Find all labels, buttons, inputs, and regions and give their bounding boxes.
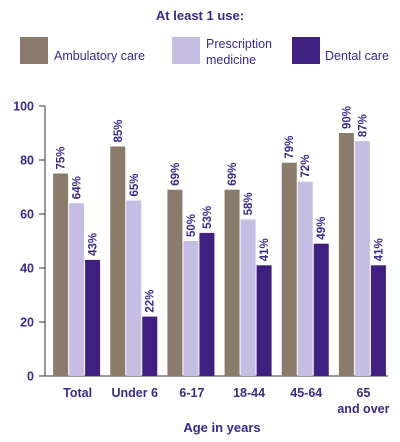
bar-3-1 (85, 259, 101, 376)
data-label-1-4: 69% (227, 163, 239, 186)
data-label-1-5: 79% (284, 136, 296, 159)
data-label-2-2: 65% (129, 173, 141, 196)
bar-2-4 (240, 219, 256, 376)
bar-3-3 (199, 232, 215, 376)
legend-swatch-3 (292, 37, 320, 64)
data-label-2-6: 87% (357, 114, 369, 137)
data-label-1-6: 90% (341, 106, 353, 129)
data-label-3-4: 41% (259, 238, 271, 261)
legend-label-2-line-1: Prescription (206, 37, 272, 51)
legend-label-1: Ambulatory care (54, 49, 145, 63)
bar-1-3 (167, 189, 183, 376)
bar-1-2 (110, 146, 126, 376)
data-label-2-1: 64% (72, 176, 84, 199)
data-label-1-1: 75% (56, 146, 68, 169)
data-label-2-3: 50% (186, 214, 198, 237)
legend-swatch-1 (20, 37, 48, 64)
bar-2-3 (183, 241, 199, 376)
bar-3-4 (256, 265, 272, 376)
bar-2-1 (69, 203, 85, 376)
x-tick-label-4: 18-44 (233, 386, 265, 400)
bar-1-1 (53, 173, 69, 376)
bar-3-2 (142, 316, 158, 376)
bar-2-2 (126, 200, 142, 376)
y-tick-label-0: 0 (27, 370, 34, 384)
x-tick-label-6-line-1: 65 (356, 386, 370, 400)
bar-1-4 (224, 189, 240, 376)
data-label-1-2: 85% (113, 119, 125, 142)
x-axis-title: Age in years (183, 420, 260, 435)
bar-1-5 (281, 162, 297, 376)
data-label-3-2: 22% (145, 290, 157, 313)
data-label-2-4: 58% (243, 192, 255, 215)
legend-title: At least 1 use: (156, 8, 244, 23)
data-label-3-6: 41% (373, 238, 385, 261)
x-tick-label-6-line-2: and over (337, 402, 389, 416)
y-tick-label-60: 60 (20, 208, 34, 222)
bar-1-6 (338, 133, 354, 376)
bar-3-5 (313, 243, 329, 376)
y-tick-label-20: 20 (20, 316, 34, 330)
bar-3-6 (370, 265, 386, 376)
data-label-3-5: 49% (316, 217, 328, 240)
bar-2-6 (354, 141, 370, 376)
legend-swatch-2 (172, 37, 200, 64)
data-label-1-3: 69% (170, 163, 182, 186)
y-tick-label-40: 40 (20, 262, 34, 276)
x-tick-label-1: Total (63, 386, 92, 400)
legend-label-2-line-2: medicine (206, 53, 256, 67)
y-tick-label-80: 80 (20, 154, 34, 168)
x-tick-label-5: 45-64 (290, 386, 322, 400)
y-tick-label-100: 100 (13, 100, 34, 114)
bar-2-5 (297, 181, 313, 376)
x-tick-label-3: 6-17 (179, 386, 204, 400)
data-label-3-1: 43% (88, 233, 100, 256)
data-label-3-3: 53% (202, 206, 214, 229)
legend-label-3: Dental care (325, 49, 389, 63)
data-label-2-5: 72% (300, 155, 312, 178)
x-tick-label-2: Under 6 (111, 386, 158, 400)
